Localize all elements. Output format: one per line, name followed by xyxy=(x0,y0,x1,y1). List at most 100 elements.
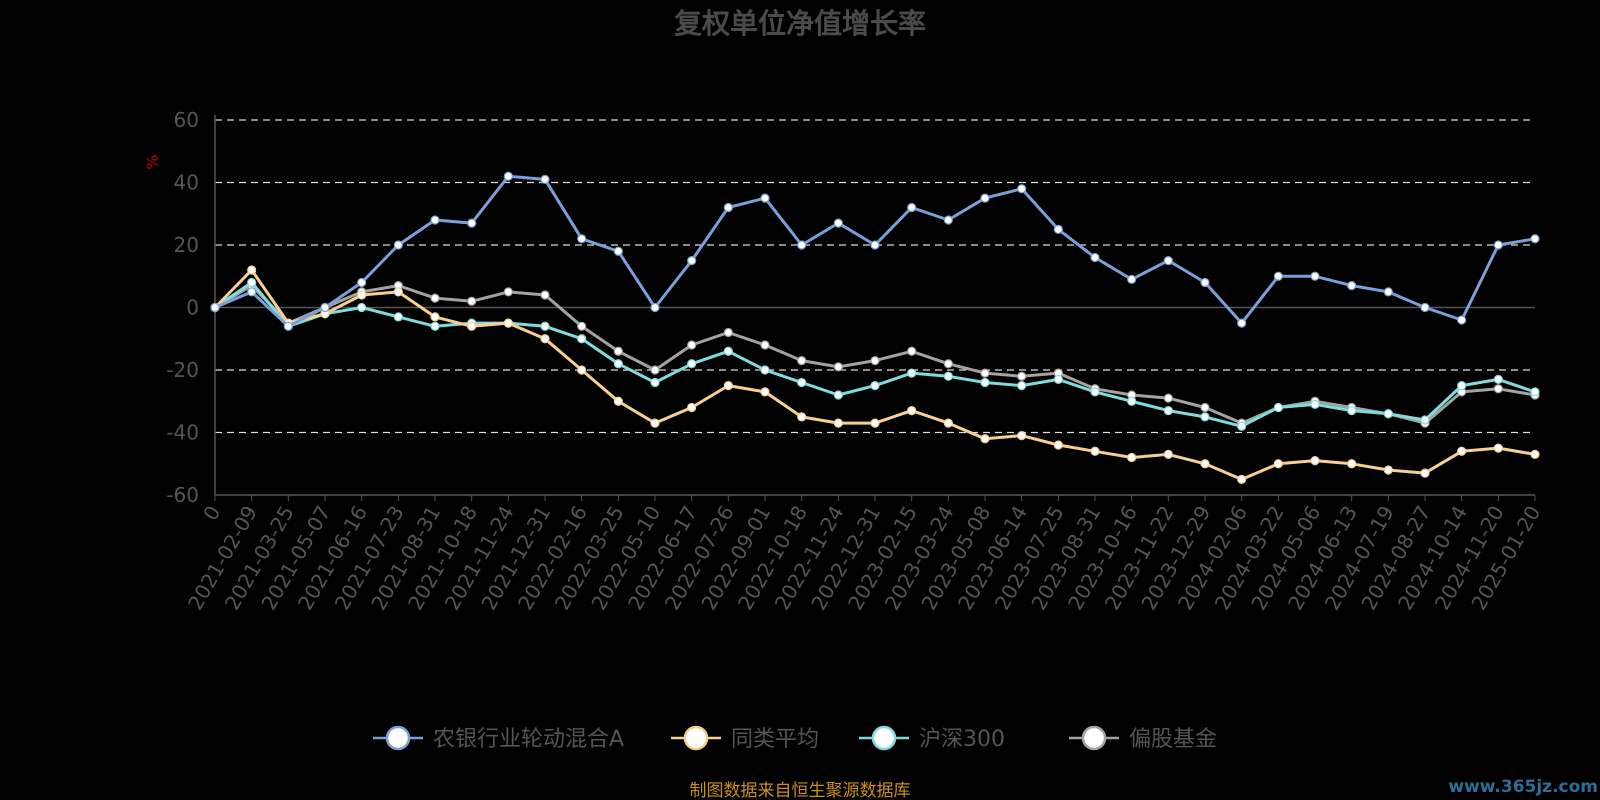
data-point xyxy=(1237,318,1247,328)
data-point xyxy=(907,202,917,213)
data-point xyxy=(650,302,660,313)
data-point xyxy=(797,240,807,250)
data-point xyxy=(687,359,697,369)
data-point xyxy=(1090,446,1100,456)
data-point xyxy=(650,377,660,388)
data-point xyxy=(980,377,990,388)
data-point xyxy=(613,396,623,406)
data-point xyxy=(723,202,733,213)
data-point xyxy=(357,290,367,300)
data-point xyxy=(1530,449,1540,459)
data-point xyxy=(1310,271,1320,281)
data-point xyxy=(503,287,513,297)
data-point xyxy=(1493,240,1503,250)
data-point xyxy=(613,346,623,356)
data-point xyxy=(1493,443,1503,453)
data-point xyxy=(797,377,807,388)
data-point xyxy=(870,356,880,366)
y-tick-label: 20 xyxy=(174,233,199,257)
data-point xyxy=(833,390,843,400)
data-point xyxy=(1457,446,1467,456)
data-point xyxy=(1457,381,1467,391)
data-point xyxy=(320,302,330,313)
data-point xyxy=(797,412,807,422)
data-point xyxy=(870,418,880,428)
legend-label: 农银行业轮动混合A xyxy=(433,727,624,752)
data-point xyxy=(1163,393,1173,403)
data-point xyxy=(1420,302,1430,313)
data-point xyxy=(1017,431,1027,441)
legend-label: 偏股基金 xyxy=(1129,727,1217,752)
data-point xyxy=(1237,421,1247,431)
legend: 农银行业轮动混合A 同类平均 沪深300 偏股基金 xyxy=(373,725,1217,752)
series-lines xyxy=(210,171,1540,484)
data-point xyxy=(1237,474,1247,484)
data-point xyxy=(393,287,403,297)
data-point xyxy=(503,171,513,181)
legend-marker xyxy=(1081,725,1107,751)
data-point xyxy=(577,334,587,344)
data-point xyxy=(1273,459,1283,469)
data-point xyxy=(247,277,257,288)
data-point xyxy=(760,365,770,375)
data-point xyxy=(833,218,843,228)
data-point xyxy=(1347,459,1357,469)
data-point xyxy=(650,365,660,375)
y-tick-label: -60 xyxy=(166,483,199,507)
data-point xyxy=(357,277,367,288)
data-point xyxy=(907,406,917,416)
data-point xyxy=(943,359,953,369)
data-point xyxy=(980,434,990,444)
data-point xyxy=(1457,315,1467,325)
data-point xyxy=(1017,371,1027,381)
series-line xyxy=(214,284,1536,425)
chart-title: 复权单位净值增长率 xyxy=(674,7,926,40)
data-point xyxy=(1420,468,1430,478)
data-point xyxy=(210,302,220,313)
data-point xyxy=(283,321,293,331)
data-point xyxy=(393,240,403,250)
data-point xyxy=(540,174,550,184)
data-point xyxy=(980,368,990,378)
data-point xyxy=(1017,184,1027,194)
data-point xyxy=(577,321,587,331)
data-point xyxy=(1310,399,1320,409)
data-point xyxy=(503,318,513,328)
data-point xyxy=(1347,406,1357,416)
data-point xyxy=(1163,406,1173,416)
data-point xyxy=(1017,381,1027,391)
data-point xyxy=(540,334,550,344)
legend-marker xyxy=(683,725,709,751)
data-point xyxy=(833,418,843,428)
data-point xyxy=(540,321,550,331)
y-tick-label: 40 xyxy=(174,171,199,195)
data-point xyxy=(723,346,733,356)
data-point xyxy=(943,215,953,225)
source-note: 制图数据来自恒生聚源数据库 xyxy=(690,781,911,800)
data-point xyxy=(613,359,623,369)
data-point xyxy=(1200,402,1210,413)
data-point xyxy=(1493,374,1503,384)
data-point xyxy=(1053,440,1063,450)
data-point xyxy=(1273,402,1283,413)
y-tick-label: -40 xyxy=(166,421,199,445)
data-point xyxy=(1200,277,1210,288)
data-point xyxy=(577,365,587,375)
data-point xyxy=(577,234,587,244)
data-point xyxy=(1383,287,1393,297)
data-point xyxy=(723,381,733,391)
data-point xyxy=(650,418,660,428)
data-point xyxy=(1273,271,1283,281)
data-point xyxy=(1530,387,1540,397)
data-point xyxy=(943,418,953,428)
data-point xyxy=(1347,281,1357,291)
data-point xyxy=(723,327,733,338)
data-point xyxy=(1420,415,1430,425)
data-point xyxy=(1127,452,1137,463)
series-line xyxy=(214,174,1536,328)
y-tick-label: -20 xyxy=(166,358,199,382)
data-point xyxy=(687,256,697,266)
data-point xyxy=(1090,252,1100,263)
data-point xyxy=(393,312,403,322)
